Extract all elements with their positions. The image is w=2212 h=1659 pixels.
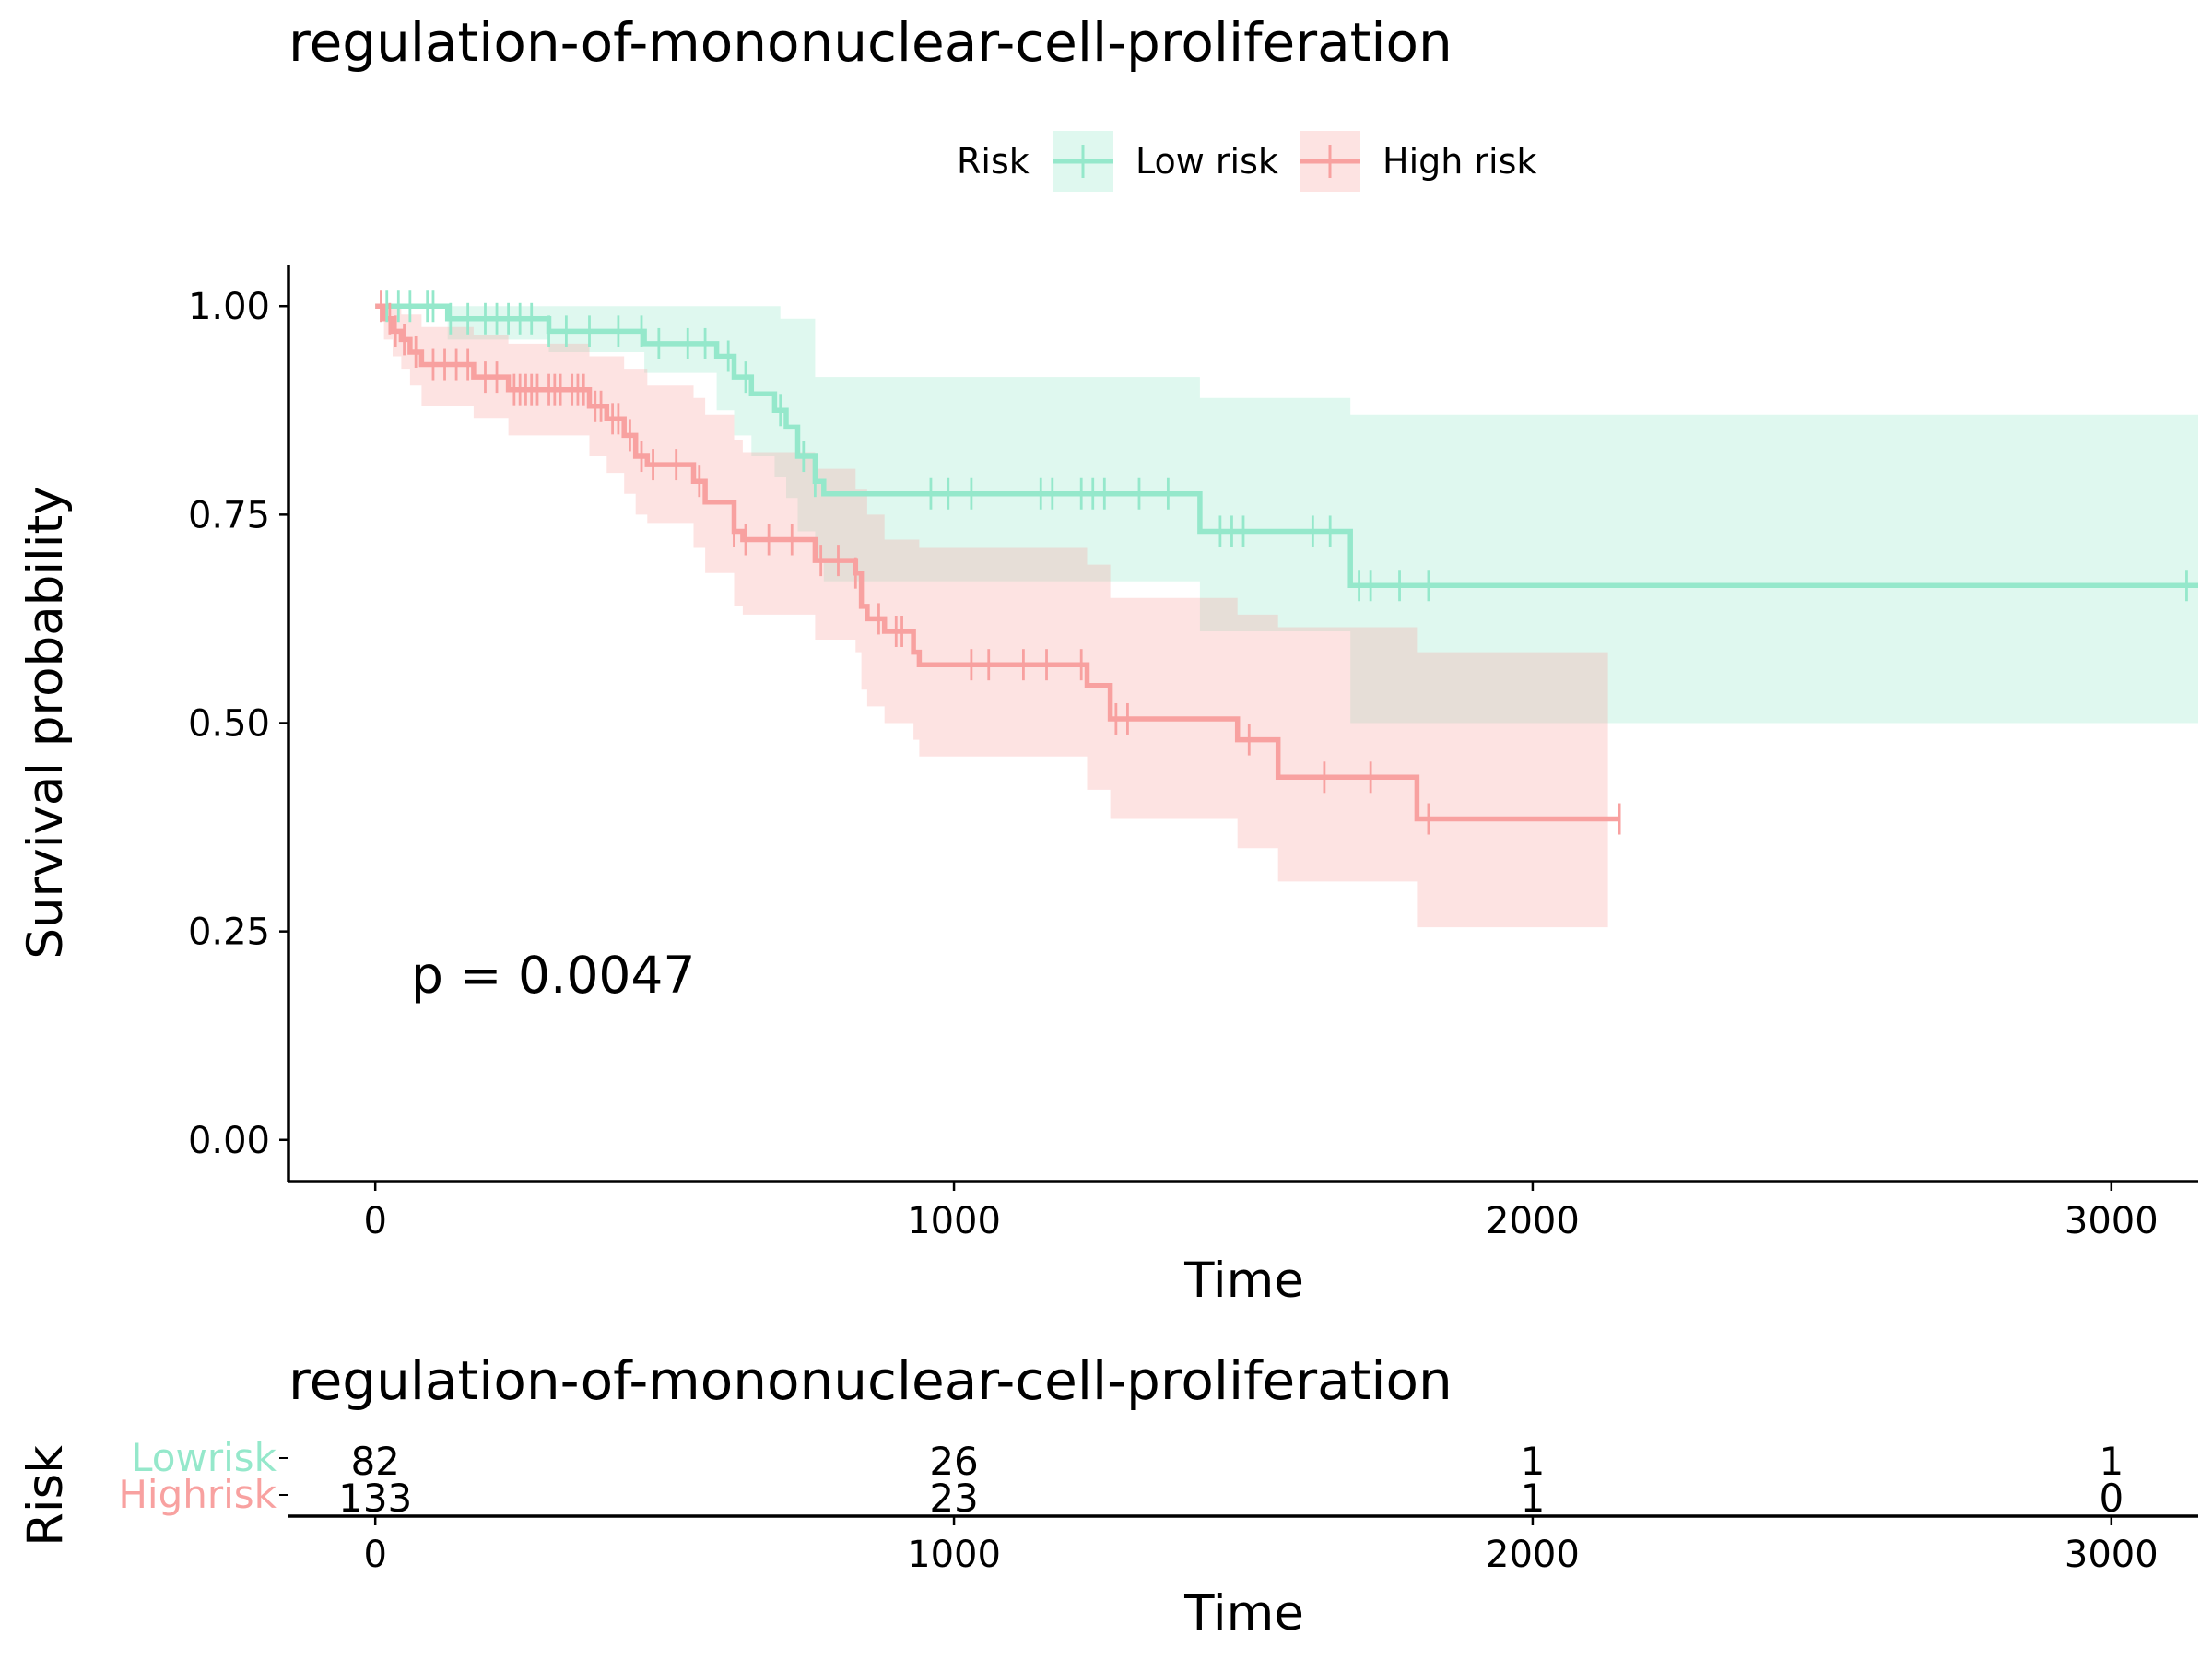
- risk-count-low: 82: [350, 1439, 399, 1484]
- legend-title: Risk: [957, 141, 1030, 182]
- survival-curves: [375, 303, 2198, 822]
- risk-count-high: 1: [1521, 1476, 1546, 1521]
- risk-x-ticks: 0 1000 2000 3000: [363, 1516, 2159, 1576]
- y-tick-label: 0.25: [188, 912, 270, 954]
- legend-item-high-risk: High risk: [1300, 131, 1536, 192]
- x-tick-label: 0: [363, 1200, 386, 1242]
- survival-plot: 0.00 0.25 0.50 0.75 1.00 0 1000 2000 3000 p = 0…: [18, 265, 2199, 1309]
- x-tick-label: 1000: [907, 1200, 1001, 1242]
- legend-item-low-risk: Low risk: [1053, 131, 1278, 192]
- x-tick-label: 2000: [1486, 1200, 1580, 1242]
- legend-label-high-risk: High risk: [1382, 141, 1536, 182]
- risk-count-low: 1: [2099, 1439, 2124, 1484]
- risk-count-high: 0: [2099, 1476, 2124, 1521]
- risk-count-high: 133: [338, 1476, 412, 1521]
- chart-title: regulation-of-mononuclear-cell-prolifera…: [288, 11, 1453, 74]
- risk-table-title: regulation-of-mononuclear-cell-prolifera…: [288, 1349, 1453, 1412]
- x-ticks: 0 1000 2000 3000: [363, 1182, 2159, 1242]
- risk-row-label-high: Highrisk: [118, 1472, 276, 1517]
- risk-x-axis-title: Time: [1183, 1585, 1304, 1641]
- survival-curve-low-risk: [375, 303, 2198, 589]
- legend: Risk Low risk High risk: [957, 131, 1536, 192]
- risk-count-high: 23: [929, 1476, 978, 1521]
- risk-table-y-title: Risk: [18, 1445, 74, 1547]
- y-tick-label: 1.00: [188, 286, 270, 328]
- risk-row-label-low: Lowrisk: [131, 1435, 277, 1480]
- y-tick-label: 0.00: [188, 1120, 270, 1162]
- confidence-bands: [375, 306, 2199, 928]
- risk-count-low: 26: [929, 1439, 978, 1484]
- risk-count-low: 1: [1521, 1439, 1546, 1484]
- p-value-annotation: p = 0.0047: [411, 946, 695, 1005]
- y-tick-label: 0.50: [188, 703, 270, 746]
- censor-marks: [380, 290, 2188, 835]
- risk-x-tick-label: 0: [363, 1534, 386, 1576]
- confidence-band-low-risk: [375, 306, 2199, 724]
- survival-curve-high-risk: [375, 303, 1620, 822]
- risk-x-tick-label: 3000: [2065, 1534, 2159, 1576]
- risk-table: regulation-of-mononuclear-cell-prolifera…: [18, 1349, 2198, 1641]
- risk-x-tick-label: 2000: [1486, 1534, 1580, 1576]
- x-axis-title: Time: [1183, 1253, 1304, 1309]
- x-tick-label: 3000: [2065, 1200, 2159, 1242]
- y-ticks: 0.00 0.25 0.50 0.75 1.00: [188, 286, 288, 1162]
- confidence-band-high-risk: [375, 306, 1608, 928]
- y-axis-title: Survival probability: [18, 486, 74, 959]
- legend-label-low-risk: Low risk: [1135, 141, 1278, 182]
- y-tick-label: 0.75: [188, 494, 270, 536]
- risk-x-tick-label: 1000: [907, 1534, 1001, 1576]
